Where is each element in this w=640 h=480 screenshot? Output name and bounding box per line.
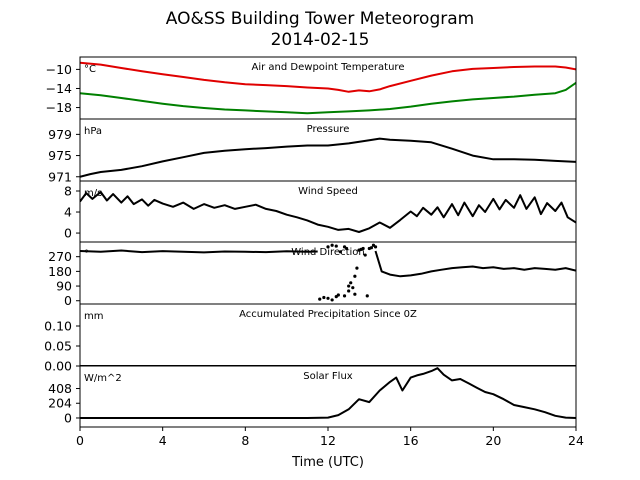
series-point [318, 297, 322, 301]
series-point [330, 298, 334, 302]
panel-title: Accumulated Precipitation Since 0Z [239, 309, 417, 320]
y-tick-label: 979 [48, 127, 72, 142]
x-tick-label: 0 [76, 433, 84, 448]
y-tick-label: 0.05 [44, 339, 72, 354]
y-tick-label: 975 [48, 148, 72, 163]
series-point [342, 294, 347, 298]
x-tick-label: 4 [159, 433, 167, 448]
y-tick-label: 270 [48, 249, 72, 264]
y-tick-label: 8 [64, 183, 72, 198]
series-line-0 [80, 137, 576, 178]
panel-title: Wind Direction [291, 247, 365, 258]
series-point [322, 295, 326, 300]
y-tick-label: 180 [48, 264, 72, 279]
y-tick-label: 0.00 [44, 359, 72, 374]
series-point [355, 266, 359, 270]
series-point [369, 246, 373, 250]
panel-unit: W/m^2 [84, 373, 122, 384]
x-tick-label: 24 [568, 433, 584, 448]
panel-2: 8 4 0 m/s Wind Speed [64, 180, 577, 243]
x-axis: 0 4 8 12 16 20 24 [76, 427, 584, 448]
panels: −10 −14 −18 °C Air and Dewpoint Temperature 9… [44, 56, 577, 428]
series-point [365, 294, 369, 298]
series-line-2 [374, 250, 576, 278]
x-axis-label: Time (UTC) [291, 455, 364, 470]
y-tick-label: 204 [48, 396, 72, 411]
y-tick-label: −14 [46, 81, 72, 96]
panel-unit: ° [84, 249, 89, 260]
panel-title: Solar Flux [303, 371, 353, 382]
x-tick-label: 8 [241, 433, 249, 448]
y-tick-label: 408 [48, 381, 72, 396]
panel-1: 979 975 971 hPa Pressure [48, 118, 577, 184]
y-tick-label: 0 [64, 293, 72, 308]
chart-title: AO&SS Building Tower Meteorogram [166, 9, 474, 29]
series-line-0 [80, 367, 576, 419]
x-tick-label: 16 [403, 433, 419, 448]
series-point [353, 292, 357, 296]
series-point [353, 274, 357, 278]
series-point [373, 245, 378, 249]
panel-title: Air and Dewpoint Temperature [252, 62, 405, 73]
series-point [349, 281, 353, 285]
series-point [363, 253, 367, 257]
x-tick-label: 20 [485, 433, 501, 448]
series-point [326, 296, 330, 300]
series-line-0 [80, 249, 318, 254]
series-point [336, 293, 340, 297]
series-point [326, 245, 330, 249]
y-tick-label: 4 [64, 205, 72, 220]
panel-unit: mm [84, 311, 103, 322]
y-tick-label: 971 [48, 169, 72, 184]
series-point [338, 250, 342, 254]
y-tick-label: 0 [64, 410, 72, 425]
panel-unit: m/s [84, 188, 102, 199]
series-point [345, 246, 349, 251]
series-point [334, 244, 338, 248]
panel-unit: hPa [84, 126, 102, 137]
panel-0: −10 −14 −18 °C Air and Dewpoint Temperature [46, 56, 577, 120]
panel-unit: °C [84, 64, 96, 75]
series-point [330, 243, 334, 247]
y-tick-label: 90 [56, 279, 72, 294]
y-tick-label: −10 [46, 62, 72, 77]
series-point [361, 246, 365, 251]
series-line-0 [80, 61, 576, 93]
panel-title: Wind Speed [298, 186, 358, 197]
series-point [347, 289, 351, 293]
series-point [351, 286, 355, 290]
y-tick-label: −18 [46, 100, 72, 115]
series-line-1 [80, 81, 576, 115]
x-tick-label: 12 [320, 433, 336, 448]
series-line-0 [80, 191, 576, 233]
panel-4: 0.10 0.05 0.00 mm Accumulated Precipitation … [44, 303, 577, 374]
series-point [347, 284, 351, 288]
y-tick-label: 0.10 [44, 319, 72, 334]
chart-subtitle: 2014-02-15 [271, 30, 370, 50]
y-tick-label: 0 [64, 226, 72, 241]
panel-title: Pressure [307, 124, 350, 135]
